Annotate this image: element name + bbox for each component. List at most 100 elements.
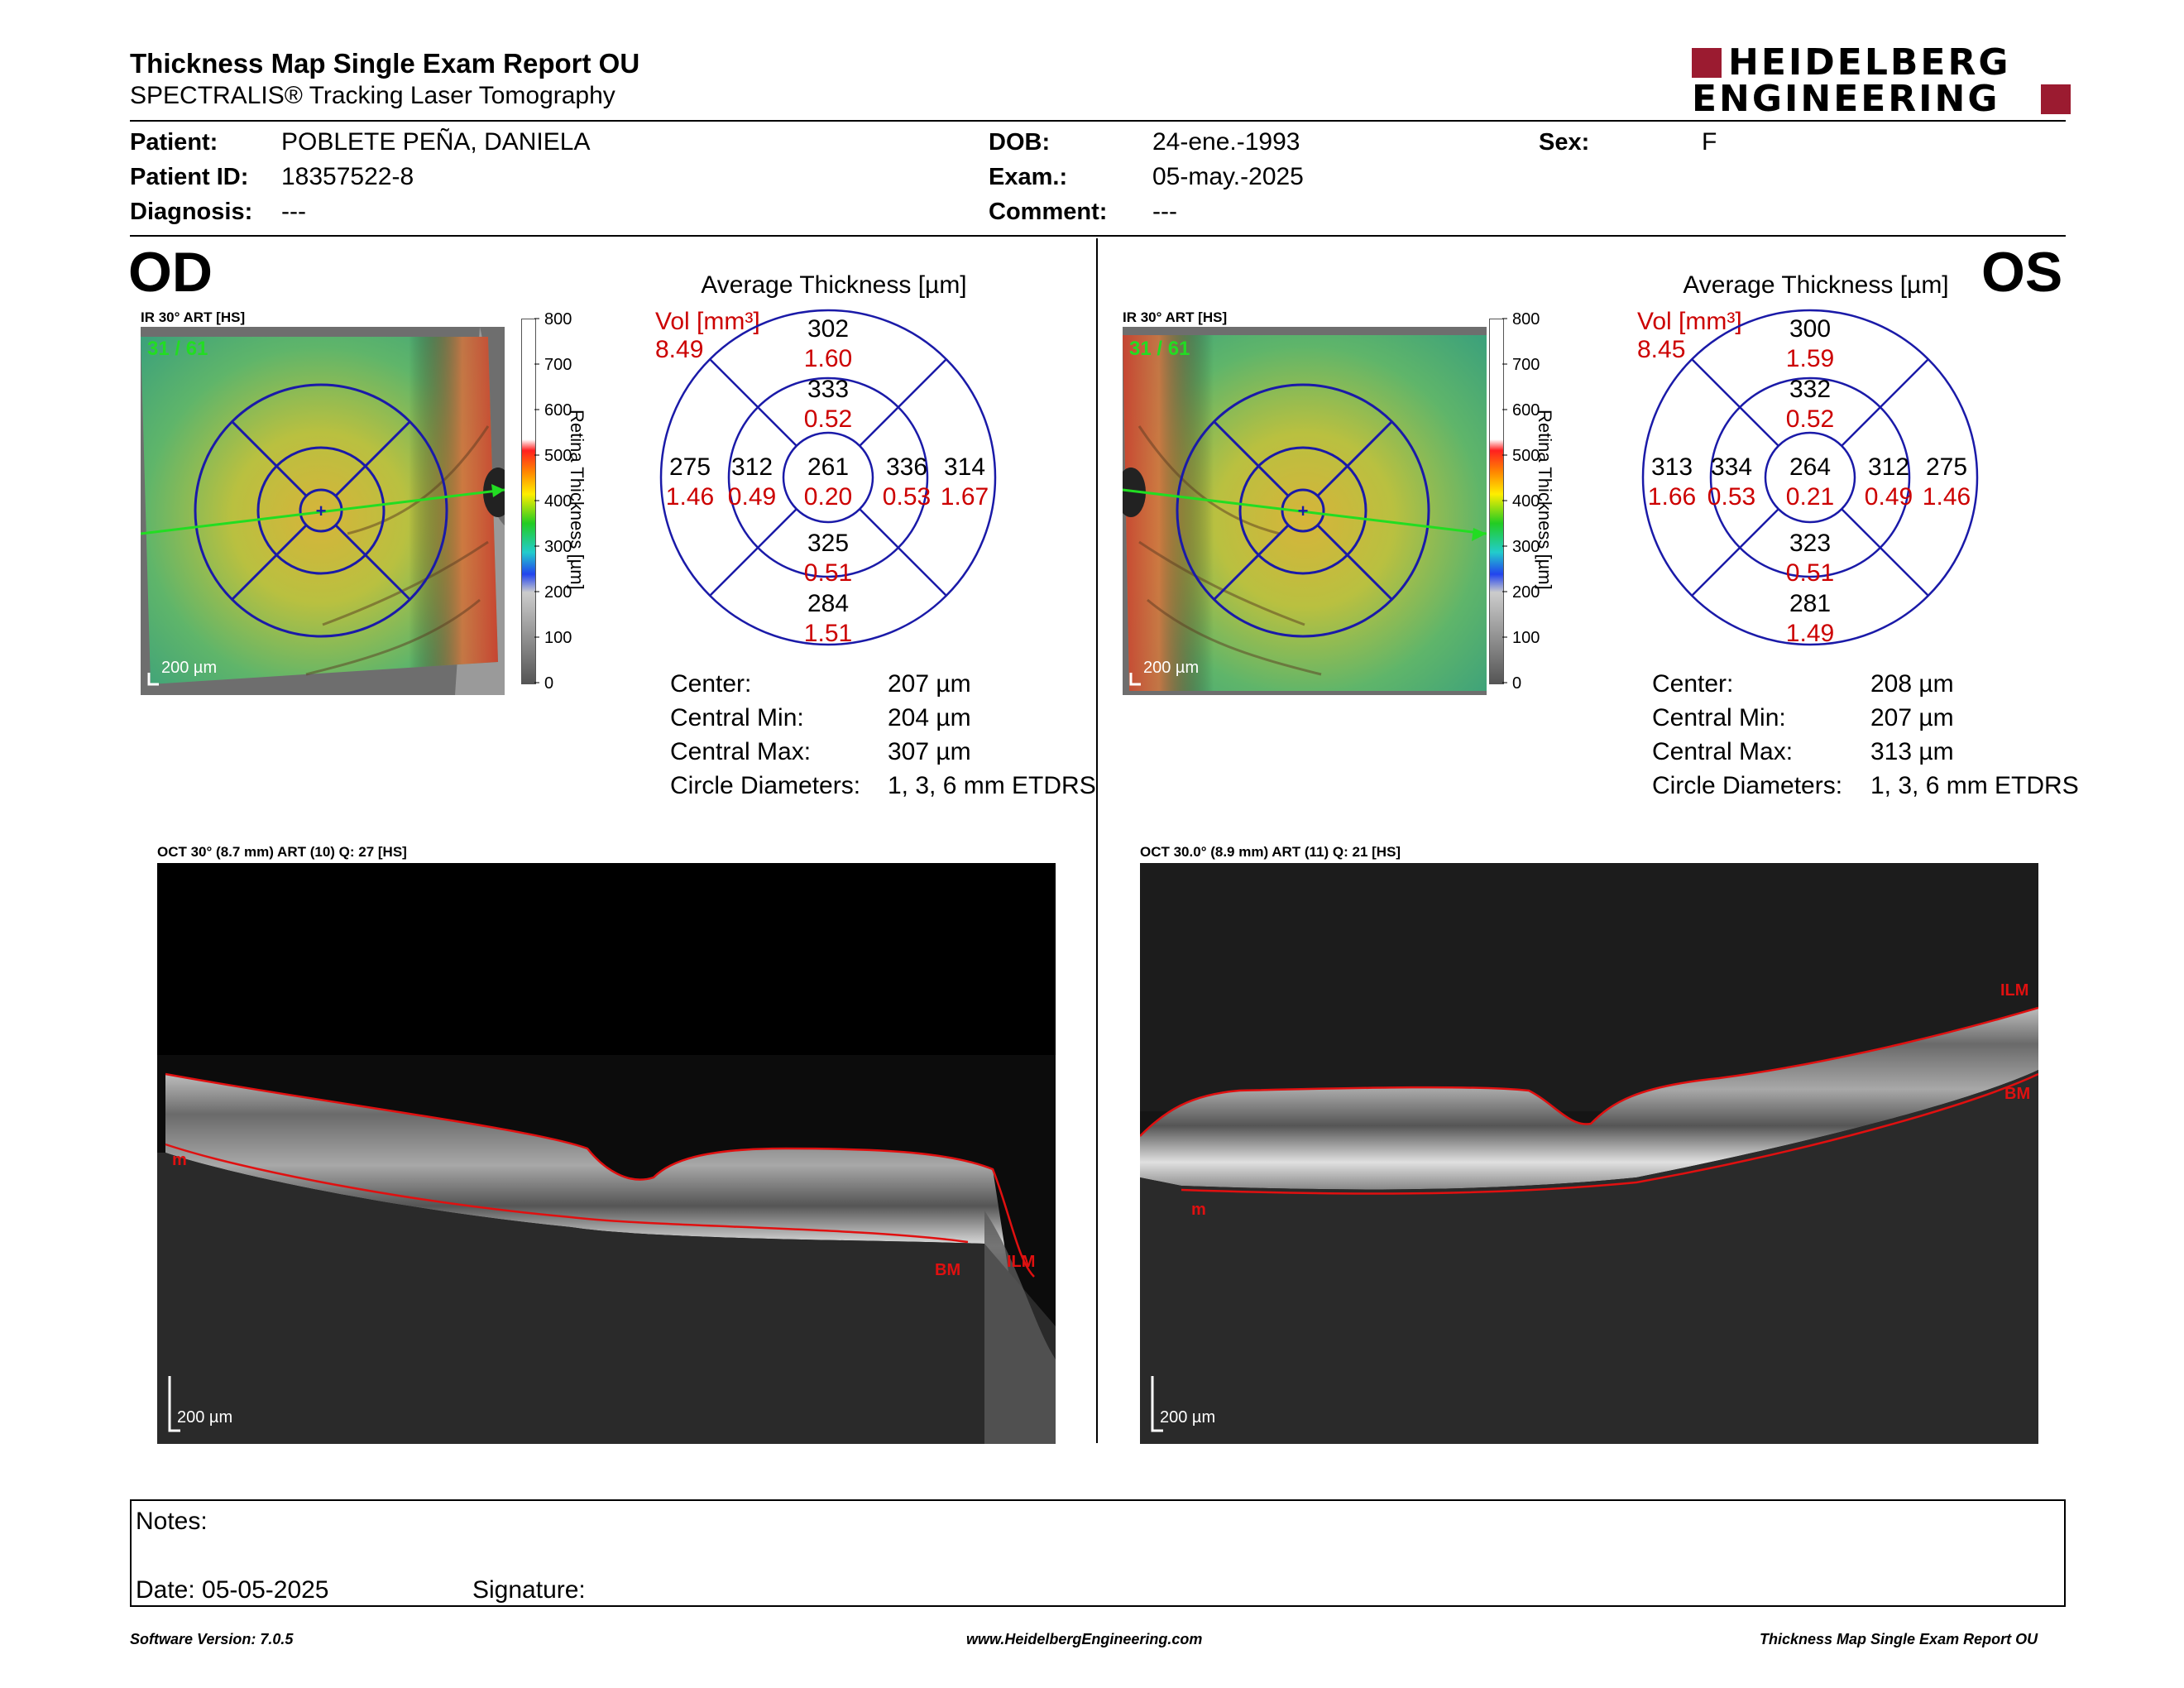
svg-text:+: + (316, 501, 327, 521)
svg-text:0.49: 0.49 (1865, 483, 1913, 511)
svg-text:200 µm: 200 µm (177, 1408, 232, 1427)
svg-text:325: 325 (807, 530, 849, 557)
svg-text:281: 281 (1789, 590, 1831, 617)
svg-text:1.59: 1.59 (1786, 345, 1834, 372)
svg-text:1.60: 1.60 (804, 345, 852, 372)
footer-software-version: Software Version: 7.0.5 (130, 1631, 294, 1647)
scale-tick-label: 300 (544, 538, 572, 556)
svg-text:0.21: 0.21 (1786, 483, 1834, 511)
svg-text:0.52: 0.52 (804, 405, 852, 433)
svg-text:323: 323 (1789, 530, 1831, 557)
svg-text:200 µm: 200 µm (161, 659, 217, 677)
svg-text:1.49: 1.49 (1786, 620, 1834, 647)
svg-text:BM: BM (2004, 1085, 2030, 1103)
svg-text:Retina Thickness [µm]: Retina Thickness [µm] (567, 410, 587, 590)
svg-text:261: 261 (807, 453, 849, 481)
footer-report-name: Thickness Map Single Exam Report OU (1760, 1631, 2038, 1647)
heidelberg-logo: HEIDELBERG ENGINEERING (1692, 41, 2072, 120)
scale-tick-label: 600 (1512, 401, 1540, 420)
oct-label-od: OCT 30° (8.7 mm) ART (10) Q: 27 [HS] (157, 844, 407, 860)
svg-text:200 µm: 200 µm (1143, 659, 1199, 677)
svg-text:200 µm: 200 µm (1160, 1408, 1215, 1427)
signature-label: Signature: (472, 1576, 586, 1604)
svg-text:1.46: 1.46 (1923, 483, 1971, 511)
sex: F (1702, 128, 1717, 156)
scale-tick-label: 200 (1512, 583, 1540, 602)
eye-label-os: OS (1981, 241, 2063, 304)
dob: 24-ene.-1993 (1152, 128, 1300, 156)
report-subtitle: SPECTRALIS® Tracking Laser Tomography (130, 82, 615, 109)
diagnosis: --- (281, 198, 306, 225)
svg-text:m: m (1191, 1201, 1206, 1219)
thickness-map-od: + 31 / 61 200 µm (141, 327, 505, 695)
scale-tick-label: 800 (1512, 310, 1540, 328)
svg-text:0.53: 0.53 (883, 483, 931, 511)
color-scale-ticks-os: 800 700 600 500 400 300 200 100 0 Retina Thickne… (1502, 310, 1555, 691)
svg-text:0.53: 0.53 (1707, 483, 1755, 511)
svg-text:ILM: ILM (1007, 1253, 1035, 1271)
patient-name: POBLETE PEÑA, DANIELA (281, 128, 591, 156)
avg-thickness-title-od: Average Thickness [µm] (701, 271, 967, 299)
svg-text:1.66: 1.66 (1648, 483, 1696, 511)
svg-text:312: 312 (731, 453, 773, 481)
svg-text:300: 300 (1789, 315, 1831, 343)
scale-tick-label: 700 (1512, 356, 1540, 374)
svg-text:333: 333 (807, 376, 849, 403)
comment: --- (1152, 198, 1177, 225)
scale-tick-label: 0 (1512, 674, 1521, 691)
eye-label-od: OD (128, 241, 213, 304)
svg-text:1.51: 1.51 (804, 620, 852, 647)
svg-text:336: 336 (886, 453, 927, 481)
avg-thickness-title-os: Average Thickness [µm] (1683, 271, 1949, 299)
svg-text:31 / 61: 31 / 61 (1129, 338, 1190, 360)
svg-text:0.51: 0.51 (804, 559, 852, 587)
scale-tick-label: 400 (544, 492, 572, 511)
svg-text:313: 313 (1651, 453, 1693, 481)
scale-tick-label: 500 (1512, 447, 1540, 465)
oct-bscan-os: ILM BM m 200 µm (1140, 863, 2038, 1444)
svg-text:1.67: 1.67 (941, 483, 989, 511)
color-scale-od (521, 319, 612, 684)
svg-text:275: 275 (669, 453, 711, 481)
scale-tick-label: 100 (1512, 629, 1540, 647)
vol-label-od: Vol [mm³] (655, 308, 760, 335)
footer-website: www.HeidelbergEngineering.com (966, 1631, 1203, 1647)
scale-tick-label: 700 (544, 356, 572, 374)
scale-tick-label: 200 (544, 583, 572, 602)
vol-value-od: 8.49 (655, 336, 704, 363)
svg-text:334: 334 (1711, 453, 1752, 481)
thickness-map-os: + 31 / 61 200 µm (1123, 327, 1487, 695)
scale-tick-label: 300 (1512, 538, 1540, 556)
svg-text:0.20: 0.20 (804, 483, 852, 511)
date-label: Date: 05-05-2025 (136, 1576, 329, 1604)
svg-text:312: 312 (1868, 453, 1909, 481)
svg-text:+: + (1298, 501, 1309, 521)
svg-text:m: m (172, 1151, 187, 1169)
ir-label-od: IR 30° ART [HS] (141, 309, 246, 325)
oct-label-os: OCT 30.0° (8.9 mm) ART (11) Q: 21 [HS] (1140, 844, 1401, 860)
svg-text:332: 332 (1789, 376, 1831, 403)
svg-text:275: 275 (1926, 453, 1967, 481)
svg-text:264: 264 (1789, 453, 1831, 481)
eye-divider (1096, 238, 1098, 1443)
svg-text:302: 302 (807, 315, 849, 343)
report-title: Thickness Map Single Exam Report OU (130, 48, 640, 79)
scale-tick-label: 600 (544, 401, 572, 420)
vol-value-os: 8.45 (1637, 336, 1686, 363)
svg-text:31 / 61: 31 / 61 (147, 338, 208, 360)
scale-tick-label: 500 (544, 447, 572, 465)
scale-tick-label: 800 (544, 310, 572, 328)
notes-box: Notes: Date: 05-05-2025 Signature: (130, 1499, 2066, 1607)
vol-label-os: Vol [mm³] (1637, 308, 1742, 335)
svg-text:314: 314 (944, 453, 985, 481)
ir-label-os: IR 30° ART [HS] (1123, 309, 1228, 325)
scale-tick-label: 0 (544, 674, 553, 691)
svg-text:0.49: 0.49 (728, 483, 776, 511)
etdrs-grid-od: 302 1.60 333 0.52 275 1.46 312 0.49 261 … (659, 309, 997, 647)
color-scale-ticks-od: 800 700 600 500 400 300 200 100 0 Retina Thickne… (534, 310, 587, 691)
svg-text:284: 284 (807, 590, 849, 617)
notes-label: Notes: (136, 1508, 208, 1535)
exam-date: 05-may.-2025 (1152, 163, 1304, 190)
etdrs-grid-os: 300 1.59 332 0.52 313 1.66 334 0.53 264 … (1641, 309, 1979, 647)
patient-id: 18357522-8 (281, 163, 414, 190)
